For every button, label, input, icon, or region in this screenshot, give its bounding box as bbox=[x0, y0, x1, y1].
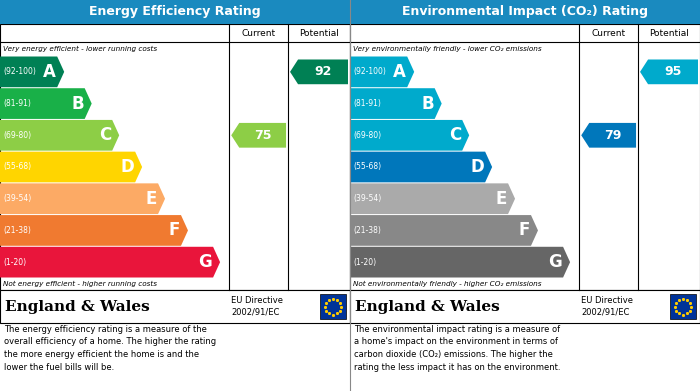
Text: C: C bbox=[449, 126, 461, 144]
Text: (21-38): (21-38) bbox=[3, 226, 31, 235]
Text: F: F bbox=[169, 221, 180, 239]
Polygon shape bbox=[350, 247, 570, 278]
Text: England & Wales: England & Wales bbox=[5, 300, 150, 314]
Text: (81-91): (81-91) bbox=[3, 99, 31, 108]
Text: (81-91): (81-91) bbox=[353, 99, 381, 108]
Text: (1-20): (1-20) bbox=[3, 258, 26, 267]
Text: EU Directive
2002/91/EC: EU Directive 2002/91/EC bbox=[581, 296, 633, 317]
Polygon shape bbox=[0, 152, 142, 182]
Text: (21-38): (21-38) bbox=[353, 226, 381, 235]
Text: 75: 75 bbox=[254, 129, 272, 142]
Polygon shape bbox=[350, 57, 414, 87]
Text: Environmental Impact (CO₂) Rating: Environmental Impact (CO₂) Rating bbox=[402, 5, 648, 18]
Polygon shape bbox=[0, 120, 119, 151]
Text: The energy efficiency rating is a measure of the
overall efficiency of a home. T: The energy efficiency rating is a measur… bbox=[4, 325, 216, 371]
Text: Current: Current bbox=[592, 29, 626, 38]
Polygon shape bbox=[0, 88, 92, 119]
Polygon shape bbox=[231, 123, 286, 148]
Polygon shape bbox=[0, 247, 220, 278]
Polygon shape bbox=[581, 123, 636, 148]
Bar bbox=[350, 0, 700, 24]
Text: 79: 79 bbox=[604, 129, 622, 142]
Polygon shape bbox=[0, 215, 188, 246]
Text: A: A bbox=[393, 63, 406, 81]
Polygon shape bbox=[290, 59, 348, 84]
Text: 92: 92 bbox=[314, 65, 332, 78]
Bar bbox=[350, 290, 700, 323]
Polygon shape bbox=[640, 59, 698, 84]
Text: F: F bbox=[519, 221, 530, 239]
Text: (55-68): (55-68) bbox=[353, 163, 381, 172]
Polygon shape bbox=[0, 57, 64, 87]
Text: E: E bbox=[146, 190, 157, 208]
Bar bbox=[670, 294, 696, 319]
Text: D: D bbox=[470, 158, 484, 176]
Text: (69-80): (69-80) bbox=[3, 131, 31, 140]
Text: The environmental impact rating is a measure of
a home's impact on the environme: The environmental impact rating is a mea… bbox=[354, 325, 561, 371]
Text: (1-20): (1-20) bbox=[353, 258, 376, 267]
Bar bbox=[320, 294, 346, 319]
Text: Not energy efficient - higher running costs: Not energy efficient - higher running co… bbox=[3, 281, 157, 287]
Text: Very environmentally friendly - lower CO₂ emissions: Very environmentally friendly - lower CO… bbox=[353, 46, 542, 52]
Polygon shape bbox=[350, 215, 538, 246]
Text: Very energy efficient - lower running costs: Very energy efficient - lower running co… bbox=[3, 46, 157, 52]
Text: (39-54): (39-54) bbox=[353, 194, 382, 203]
Text: E: E bbox=[496, 190, 507, 208]
Text: A: A bbox=[43, 63, 56, 81]
Text: (69-80): (69-80) bbox=[353, 131, 381, 140]
Bar bbox=[0, 0, 350, 24]
Text: G: G bbox=[198, 253, 212, 271]
Polygon shape bbox=[350, 183, 515, 214]
Text: (92-100): (92-100) bbox=[3, 67, 36, 76]
Text: England & Wales: England & Wales bbox=[355, 300, 500, 314]
Text: B: B bbox=[421, 95, 434, 113]
Text: (55-68): (55-68) bbox=[3, 163, 31, 172]
Text: Not environmentally friendly - higher CO₂ emissions: Not environmentally friendly - higher CO… bbox=[353, 281, 542, 287]
Text: D: D bbox=[120, 158, 134, 176]
Polygon shape bbox=[350, 88, 442, 119]
Text: B: B bbox=[71, 95, 84, 113]
Bar bbox=[350, 24, 700, 290]
Text: (39-54): (39-54) bbox=[3, 194, 31, 203]
Text: G: G bbox=[548, 253, 562, 271]
Text: 95: 95 bbox=[664, 65, 682, 78]
Bar bbox=[0, 290, 350, 323]
Bar bbox=[0, 24, 350, 290]
Text: C: C bbox=[99, 126, 111, 144]
Text: EU Directive
2002/91/EC: EU Directive 2002/91/EC bbox=[231, 296, 283, 317]
Text: Energy Efficiency Rating: Energy Efficiency Rating bbox=[89, 5, 261, 18]
Polygon shape bbox=[0, 183, 165, 214]
Polygon shape bbox=[350, 120, 469, 151]
Text: Potential: Potential bbox=[299, 29, 339, 38]
Polygon shape bbox=[350, 152, 492, 182]
Text: (92-100): (92-100) bbox=[353, 67, 386, 76]
Text: Current: Current bbox=[241, 29, 276, 38]
Text: Potential: Potential bbox=[649, 29, 689, 38]
